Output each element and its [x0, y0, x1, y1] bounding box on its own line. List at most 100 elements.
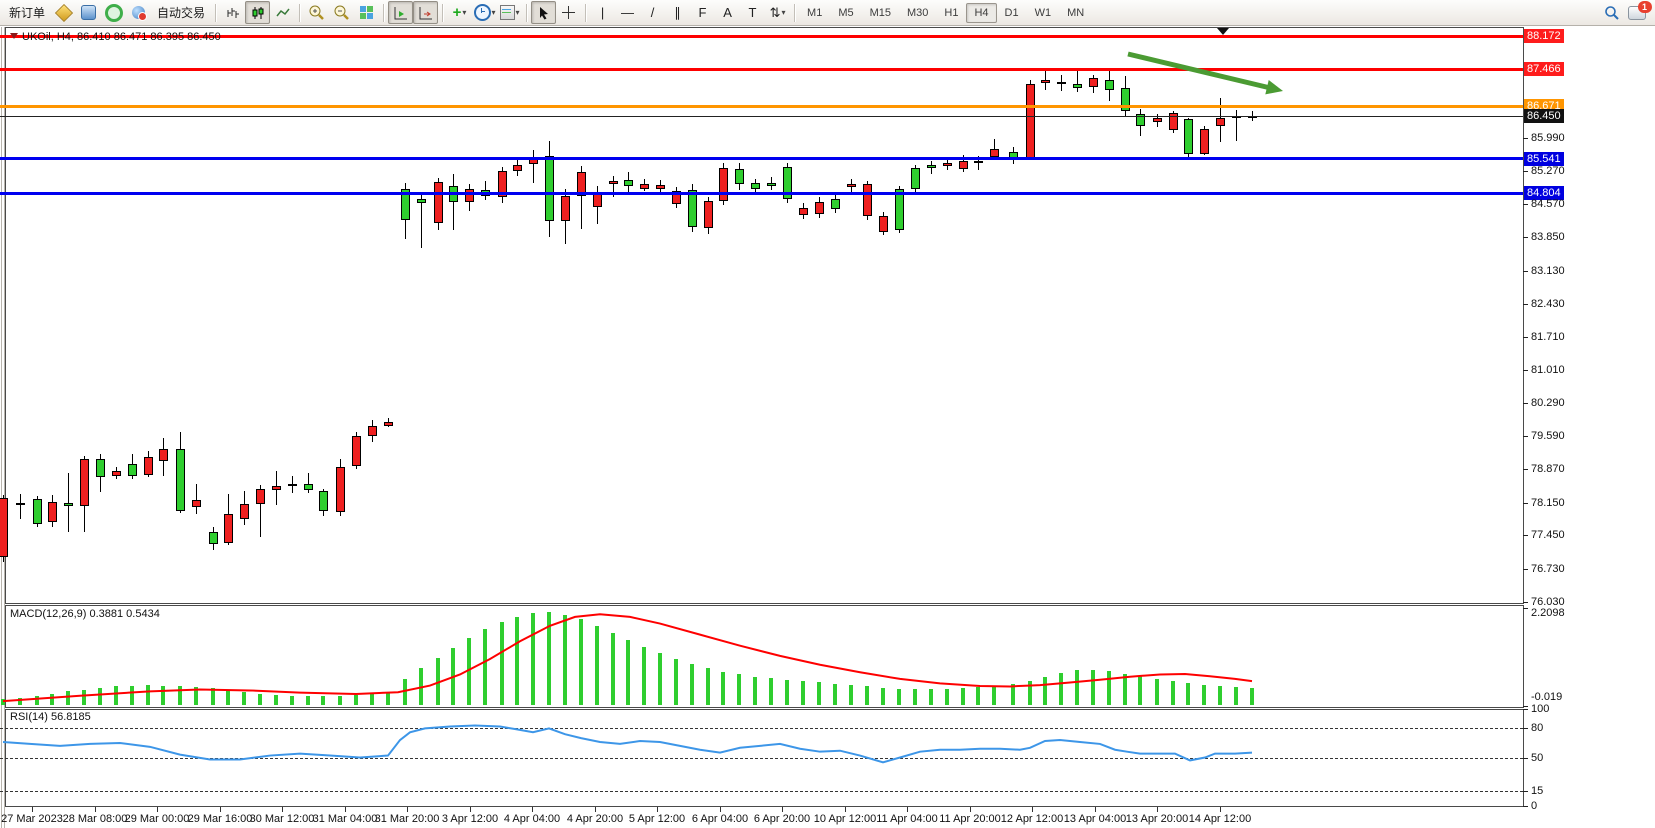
timeframe-w1[interactable]: W1	[1034, 6, 1052, 19]
crosshair-icon[interactable]	[556, 1, 581, 24]
candle-wick	[196, 483, 197, 514]
symbol-dropdown-icon[interactable]	[10, 33, 18, 39]
candlestick-chart-icon[interactable]	[245, 1, 271, 24]
timeframe-m15[interactable]: M15	[869, 6, 891, 19]
time-axis-tickmark	[720, 807, 721, 812]
macd-surface[interactable]	[0, 606, 1523, 707]
vertical-line-icon[interactable]: |	[590, 1, 615, 24]
trend-arrow-annotation[interactable]	[0, 28, 1523, 603]
cursor-icon[interactable]	[531, 1, 557, 24]
timeframe-m30[interactable]: M30	[907, 6, 929, 19]
candle-body	[304, 484, 313, 490]
price-level-line[interactable]	[0, 157, 1523, 161]
dropdown-arrow-icon[interactable]: ▾	[515, 8, 520, 17]
tile-windows-icon[interactable]	[354, 1, 379, 24]
macd-histogram-bar	[1202, 685, 1206, 706]
dropdown-arrow-icon[interactable]: ▾	[491, 8, 496, 17]
arrows-shapes-icon[interactable]: ⇅ ▾	[765, 1, 790, 24]
main-chart-surface[interactable]	[0, 28, 1523, 603]
macd-histogram-bar	[66, 691, 70, 706]
price-level-line[interactable]	[0, 115, 1523, 117]
line-chart-icon[interactable]	[270, 1, 295, 24]
notifications-icon[interactable]: 1	[1624, 0, 1652, 24]
templates-icon[interactable]: ▾	[497, 1, 522, 24]
trendline-icon[interactable]: /	[640, 1, 665, 24]
text-icon[interactable]: A	[715, 1, 740, 24]
timeframe-m1[interactable]: M1	[807, 6, 823, 19]
candle-body	[1232, 116, 1241, 119]
timeframe-d1[interactable]: D1	[1004, 6, 1019, 19]
time-axis-tickmark	[1095, 807, 1096, 812]
candle-wick	[931, 161, 932, 175]
price-level-line[interactable]	[0, 191, 1523, 195]
price-level-line[interactable]	[0, 67, 1523, 71]
time-axis-tickmark	[157, 807, 158, 812]
price-level-line[interactable]	[0, 34, 1523, 38]
candle-body	[256, 488, 265, 504]
text-icon-glyph: A	[723, 5, 732, 20]
y-axis-tickmark	[1523, 535, 1528, 537]
candle-body	[815, 202, 824, 215]
search-icon[interactable]	[1599, 1, 1624, 24]
candle-body	[384, 421, 393, 426]
timeframe-mn[interactable]: MN	[1067, 6, 1085, 19]
equidistant-channel-icon[interactable]: ∥	[665, 1, 690, 24]
candle-wick	[68, 473, 69, 532]
candle-body	[144, 456, 153, 475]
candle-wick	[1077, 70, 1078, 92]
timeframe-h1[interactable]: H1	[944, 6, 959, 19]
rsi-surface[interactable]	[0, 710, 1523, 806]
auto-scroll-icon[interactable]	[388, 1, 414, 24]
chart-title-text: UKOil, H4, 86.410 86.471 86.395 86.450	[22, 31, 221, 43]
community-icon[interactable]	[76, 1, 101, 24]
signals-icon[interactable]	[101, 1, 126, 24]
macd-histogram-bar	[849, 685, 853, 706]
macd-histogram-bar	[865, 686, 869, 706]
timeframe-h4[interactable]: H4	[966, 2, 997, 23]
candle-body	[640, 183, 649, 189]
time-axis[interactable]: 27 Mar 2023 28 Mar 08:00 29 Mar 00:00 29 Ma…	[0, 806, 1523, 828]
trendline-icon-glyph: /	[650, 5, 655, 20]
rsi-level-line	[0, 728, 1523, 730]
zoom-out-icon[interactable]	[329, 1, 354, 24]
rsi-axis-tickmark	[1523, 728, 1528, 730]
rsi-axis-label: 80	[1531, 722, 1544, 735]
autotrade-button[interactable]: 自动交易	[157, 6, 206, 20]
macd-histogram-bar	[929, 689, 933, 706]
toolbar-separator	[215, 3, 217, 22]
fibonacci-icon-glyph: F	[698, 5, 707, 20]
periods-icon[interactable]: ▾	[472, 1, 497, 24]
candle-body	[831, 198, 840, 210]
dropdown-arrow-icon[interactable]: ▾	[462, 8, 467, 17]
dropdown-arrow-icon[interactable]: ▾	[781, 8, 786, 17]
chart-shift-icon[interactable]	[413, 1, 439, 24]
rsi-axis-label: 100	[1531, 703, 1550, 715]
bar-chart-icon[interactable]	[220, 1, 245, 24]
macd-histogram-bar	[1043, 676, 1047, 706]
price-level-line[interactable]	[0, 104, 1523, 108]
horizontal-line-icon[interactable]: —	[615, 1, 640, 24]
candle-body	[1105, 79, 1114, 90]
time-axis-tickmark	[532, 807, 533, 812]
price-axis[interactable]: 88.172 87.466 86.671 86.450 85.541 84.804 85.9…	[1523, 27, 1655, 812]
indicators-icon[interactable]: + ▾	[447, 1, 472, 24]
gold-chart-icon[interactable]	[51, 1, 76, 24]
candle-wick	[260, 484, 261, 537]
fibonacci-icon[interactable]: F	[690, 1, 715, 24]
macd-histogram-bar	[531, 613, 535, 706]
macd-histogram-bar	[290, 695, 294, 706]
zoom-in-icon[interactable]	[304, 1, 329, 24]
macd-histogram-bar	[897, 688, 901, 706]
timeframe-m5[interactable]: M5	[838, 6, 854, 19]
toolbar-separator	[299, 3, 301, 22]
candle-body	[1184, 119, 1193, 155]
text-label-icon[interactable]: T	[740, 1, 765, 24]
time-axis-label: 27 Mar 2023	[1, 813, 63, 825]
y-axis-tick-label: 77.450	[1531, 529, 1565, 542]
market-icon[interactable]	[126, 1, 151, 24]
new-order-button[interactable]: 新订单	[9, 6, 46, 20]
arrows-shapes-icon-glyph: ⇅	[769, 4, 781, 20]
main-chart-panel[interactable]	[5, 27, 1524, 604]
time-axis-label: 4 Apr 04:00	[503, 813, 561, 825]
gold-chart-icon-glyph	[54, 3, 73, 22]
